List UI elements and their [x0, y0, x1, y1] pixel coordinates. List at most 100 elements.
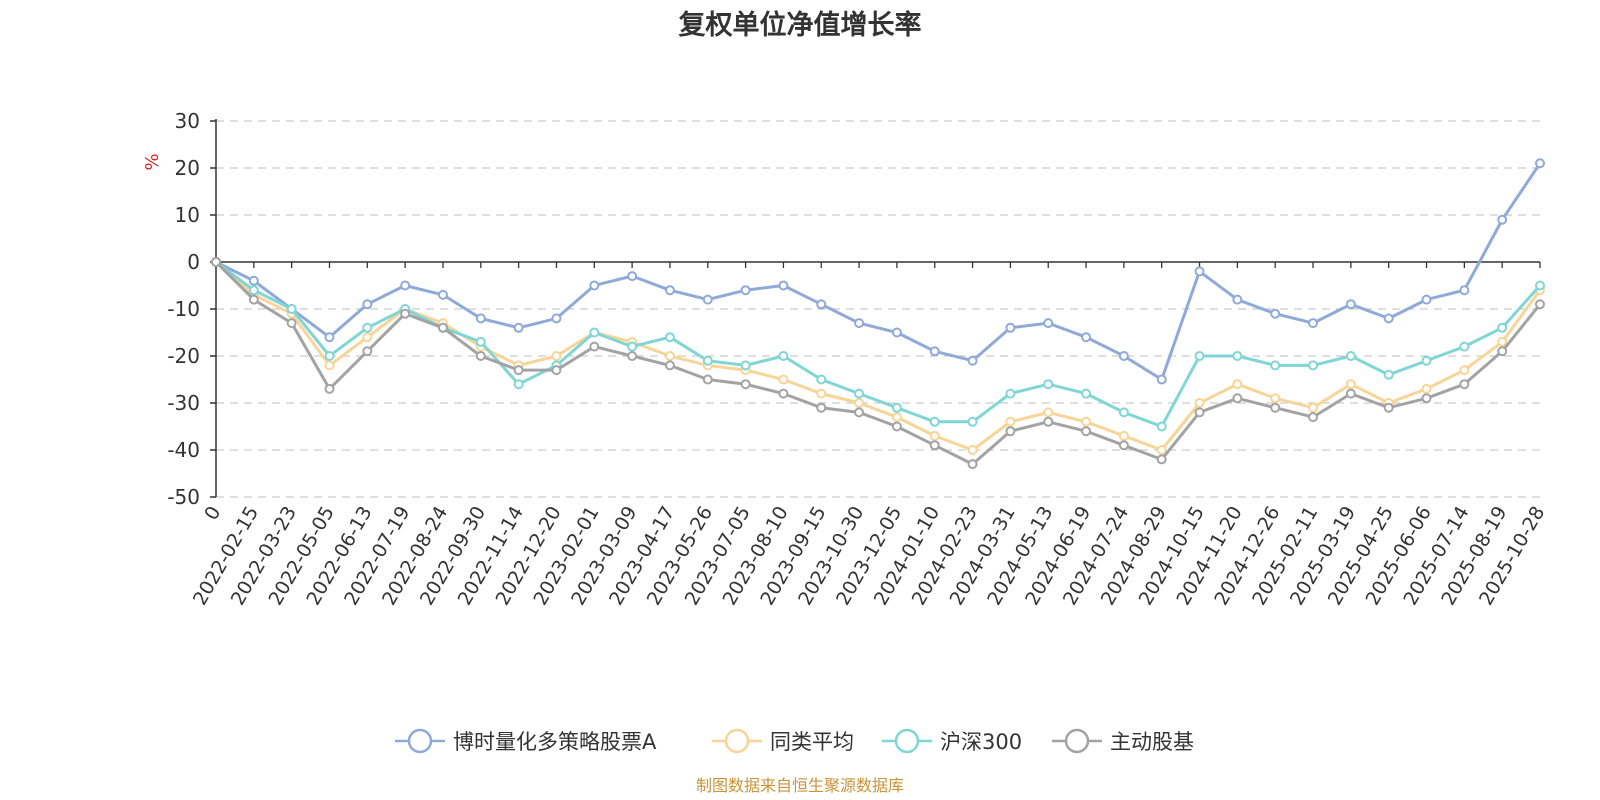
- data-point[interactable]: [248, 285, 259, 296]
- data-point[interactable]: [1043, 416, 1054, 427]
- data-point[interactable]: [967, 355, 978, 366]
- data-point[interactable]: [1308, 360, 1319, 371]
- data-point[interactable]: [1270, 402, 1281, 413]
- data-point[interactable]: [627, 341, 638, 352]
- data-point[interactable]: [1345, 299, 1356, 310]
- data-point[interactable]: [664, 332, 675, 343]
- data-point[interactable]: [1345, 379, 1356, 390]
- data-point[interactable]: [854, 318, 865, 329]
- data-point[interactable]: [1232, 379, 1243, 390]
- data-point[interactable]: [1081, 388, 1092, 399]
- data-point[interactable]: [513, 379, 524, 390]
- data-point[interactable]: [854, 388, 865, 399]
- data-point[interactable]: [1345, 388, 1356, 399]
- data-point[interactable]: [1270, 308, 1281, 319]
- data-point[interactable]: [967, 416, 978, 427]
- data-point[interactable]: [664, 285, 675, 296]
- data-point[interactable]: [891, 327, 902, 338]
- data-point[interactable]: [740, 360, 751, 371]
- data-point[interactable]: [1043, 407, 1054, 418]
- data-point[interactable]: [1081, 332, 1092, 343]
- data-point[interactable]: [778, 374, 789, 385]
- data-point[interactable]: [1421, 383, 1432, 394]
- data-point[interactable]: [702, 294, 713, 305]
- data-point[interactable]: [286, 318, 297, 329]
- data-point[interactable]: [1308, 318, 1319, 329]
- data-point[interactable]: [362, 346, 373, 357]
- data-point[interactable]: [1194, 398, 1205, 408]
- data-point[interactable]: [1535, 299, 1545, 310]
- data-point[interactable]: [1308, 412, 1319, 423]
- legend-item[interactable]: 博时量化多策略股票A: [395, 728, 657, 754]
- data-point[interactable]: [929, 416, 940, 427]
- data-point[interactable]: [248, 275, 259, 286]
- data-point[interactable]: [891, 412, 902, 423]
- data-point[interactable]: [286, 304, 297, 314]
- data-point[interactable]: [1232, 393, 1243, 404]
- data-point[interactable]: [854, 407, 865, 418]
- data-point[interactable]: [589, 280, 600, 291]
- data-point[interactable]: [1421, 355, 1432, 366]
- data-point[interactable]: [1345, 351, 1356, 361]
- data-point[interactable]: [551, 351, 562, 361]
- data-point[interactable]: [778, 388, 789, 399]
- data-point[interactable]: [551, 365, 562, 376]
- data-point[interactable]: [1383, 313, 1394, 324]
- data-point[interactable]: [1156, 374, 1167, 385]
- data-point[interactable]: [1005, 416, 1016, 427]
- data-point[interactable]: [437, 322, 448, 333]
- data-point[interactable]: [437, 289, 448, 300]
- data-point[interactable]: [1118, 407, 1129, 418]
- data-point[interactable]: [1535, 280, 1545, 291]
- data-point[interactable]: [1497, 346, 1508, 357]
- data-point[interactable]: [816, 374, 827, 385]
- data-point[interactable]: [1005, 426, 1016, 437]
- data-point[interactable]: [362, 299, 373, 310]
- legend[interactable]: 博时量化多策略股票A 同类平均 沪深300 主动股基: [395, 728, 1194, 754]
- data-point[interactable]: [1459, 285, 1470, 296]
- legend-item[interactable]: 同类平均: [712, 728, 854, 754]
- data-point[interactable]: [1497, 336, 1508, 347]
- data-point[interactable]: [1005, 322, 1016, 333]
- data-point[interactable]: [740, 285, 751, 296]
- data-point[interactable]: [1497, 214, 1508, 225]
- data-point[interactable]: [362, 332, 373, 343]
- data-point[interactable]: [1535, 158, 1545, 169]
- data-point[interactable]: [1118, 351, 1129, 361]
- data-point[interactable]: [1156, 445, 1167, 455]
- data-point[interactable]: [816, 402, 827, 413]
- data-point[interactable]: [475, 336, 486, 347]
- legend-item[interactable]: 沪深300: [882, 728, 1022, 754]
- data-point[interactable]: [1497, 322, 1508, 333]
- data-point[interactable]: [627, 351, 638, 361]
- data-point[interactable]: [1156, 421, 1167, 432]
- data-point[interactable]: [1232, 294, 1243, 305]
- legend-item[interactable]: 主动股基: [1052, 728, 1194, 754]
- data-point[interactable]: [1156, 454, 1167, 465]
- data-point[interactable]: [1081, 426, 1092, 437]
- data-point[interactable]: [475, 351, 486, 361]
- data-point[interactable]: [589, 327, 600, 338]
- data-point[interactable]: [513, 365, 524, 376]
- data-point[interactable]: [1043, 318, 1054, 329]
- data-point[interactable]: [1005, 388, 1016, 399]
- data-point[interactable]: [1459, 365, 1470, 376]
- data-point[interactable]: [1270, 360, 1281, 371]
- data-point[interactable]: [551, 313, 562, 324]
- data-point[interactable]: [1459, 341, 1470, 352]
- data-point[interactable]: [967, 445, 978, 455]
- data-point[interactable]: [929, 346, 940, 357]
- data-point[interactable]: [1118, 430, 1129, 441]
- data-point[interactable]: [589, 341, 600, 352]
- data-point[interactable]: [664, 351, 675, 361]
- data-point[interactable]: [211, 257, 221, 267]
- data-point[interactable]: [400, 308, 411, 319]
- data-point[interactable]: [891, 421, 902, 432]
- data-point[interactable]: [929, 430, 940, 441]
- data-point[interactable]: [664, 360, 675, 371]
- data-point[interactable]: [1308, 402, 1319, 413]
- data-point[interactable]: [362, 322, 373, 333]
- data-point[interactable]: [1383, 369, 1394, 380]
- data-point[interactable]: [1421, 393, 1432, 404]
- data-point[interactable]: [248, 294, 259, 305]
